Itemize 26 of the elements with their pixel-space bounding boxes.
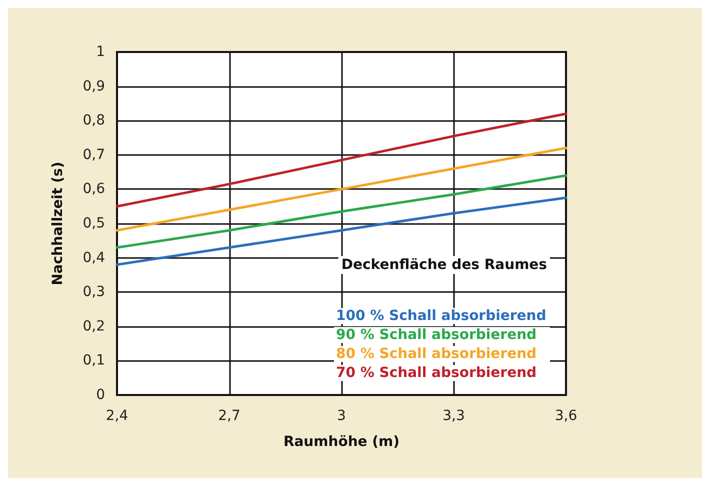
y-tick-label: 0,5: [82, 216, 105, 232]
y-tick-label: 0,2: [82, 318, 105, 334]
line-series: [116, 112, 568, 208]
text: 100 % Schall absorbierend: [336, 308, 546, 324]
y-axis-title: Nachhallzeit (s): [50, 162, 66, 286]
y-tick-label: 0,4: [82, 250, 106, 266]
y-tick-label: 1: [96, 44, 105, 60]
text: 70 % Schall absorbierend: [336, 365, 537, 381]
y-tick-label: 0,1: [82, 352, 105, 369]
y-tick-label: 0: [96, 387, 105, 403]
text: 90 % Schall absorbierend: [336, 327, 537, 343]
x-tick-label: 3,3: [442, 408, 465, 424]
x-tick-label: 2,4: [106, 408, 128, 424]
y-tick-label: 0,6: [82, 181, 106, 198]
y-tick-label: 0,7: [82, 146, 105, 163]
y-tick-label: 0,3: [82, 284, 105, 300]
x-axis-title: Raumhöhe (m): [283, 434, 400, 450]
x-tick-label: 2,7: [218, 408, 240, 424]
x-tick-label: 3: [337, 408, 346, 424]
line-series: [116, 146, 568, 232]
x-tick-label: 3,6: [554, 408, 578, 424]
y-tick-label: 0,8: [82, 112, 105, 129]
text: 80 % Schall absorbierend: [336, 346, 537, 362]
y-tick-label: 0,9: [82, 78, 105, 94]
legend-title: Deckenfläche des Raumes: [341, 257, 548, 273]
line-series: [116, 174, 568, 249]
